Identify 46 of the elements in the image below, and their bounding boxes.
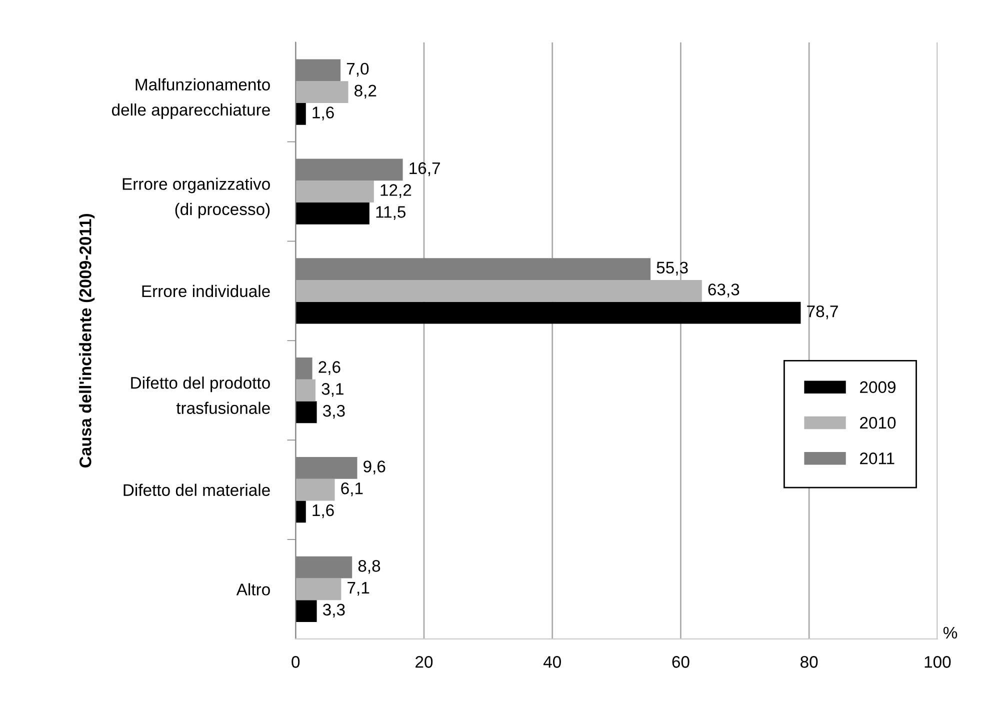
y-tick-label: Errore organizzativo (di processo) (122, 178, 270, 218)
data-label: 2,6 (318, 361, 340, 375)
data-label: 9,6 (364, 460, 386, 474)
data-label: 3,1 (322, 383, 344, 397)
y-tick-label: Altro (236, 583, 270, 596)
bar (296, 401, 317, 424)
bar (296, 103, 306, 125)
bar (296, 379, 316, 402)
data-label: 8,2 (354, 84, 376, 99)
data-label: 6,1 (341, 482, 363, 496)
bar (296, 202, 370, 224)
y-tick-label: Difetto del materiale (124, 484, 270, 496)
data-label: 55,3 (656, 262, 688, 276)
x-tick-label: 100 (924, 656, 951, 668)
data-label: 1,6 (312, 106, 334, 120)
bar (296, 478, 335, 501)
data-label: 3,3 (322, 604, 345, 618)
x-tick-label: 20 (416, 656, 433, 668)
data-label: 7,0 (346, 62, 369, 77)
legend-label: 2011 (860, 452, 894, 464)
bar (296, 180, 374, 202)
data-label: 3,3 (322, 404, 345, 419)
y-axis-title: Causa dell'incidente (2009-2011) (79, 214, 95, 468)
data-label: 7,1 (348, 582, 370, 596)
y-tick-label: Malfunzionamento delle apparecchiature (112, 78, 270, 119)
legend-label: 2010 (860, 416, 896, 429)
data-label: 8,8 (358, 560, 380, 574)
bar (296, 500, 306, 523)
x-tick-label: 60 (672, 656, 690, 668)
bar (296, 578, 342, 600)
y-tick-label: Difetto del prodotto trasfusionale (131, 376, 270, 414)
bar (296, 600, 317, 622)
x-tick-label: 40 (543, 656, 561, 668)
data-label: 11,5 (376, 206, 406, 220)
data-label: 1,6 (312, 504, 334, 518)
data-label: 12,2 (380, 184, 412, 198)
y-tick-label: Errore individuale (142, 284, 270, 298)
data-label: 63,3 (708, 284, 740, 298)
x-axis-title: % (943, 626, 958, 639)
data-label: 16,7 (410, 162, 440, 176)
bar (296, 302, 801, 324)
x-tick-label: 0 (292, 656, 300, 668)
data-label: 78,7 (807, 305, 838, 320)
x-tick-label: 80 (800, 656, 818, 668)
legend-label: 2009 (860, 381, 896, 394)
bar (296, 81, 348, 104)
